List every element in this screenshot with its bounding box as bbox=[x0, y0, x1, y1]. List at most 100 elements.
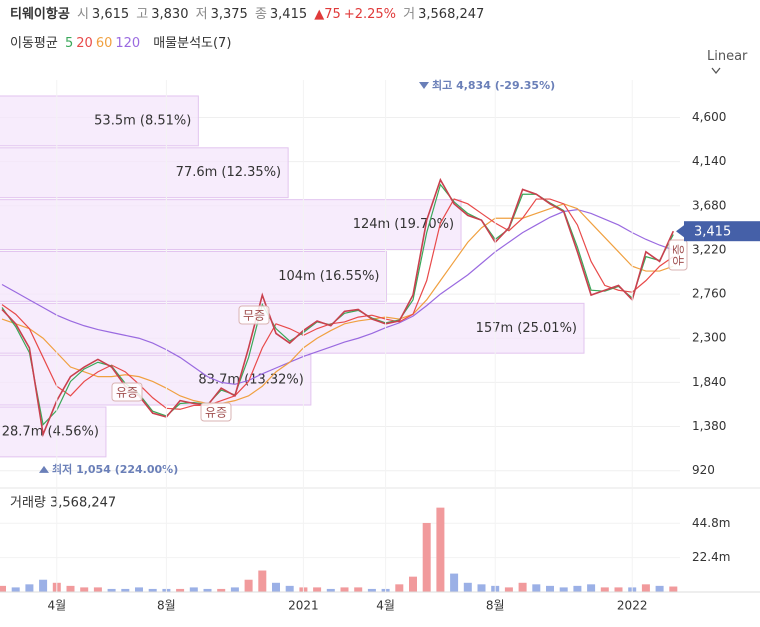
y-tick-label: 44.8m bbox=[692, 516, 730, 530]
y-tick-label: 3,680 bbox=[692, 198, 726, 212]
extreme-marker bbox=[419, 81, 429, 89]
event-box bbox=[668, 239, 688, 271]
volume-bar bbox=[614, 587, 623, 592]
volume-bar bbox=[436, 507, 445, 592]
event-label: 유증 bbox=[116, 386, 138, 400]
volume-bar bbox=[559, 587, 568, 592]
volume-bar bbox=[25, 584, 34, 592]
annotation: 최저 1,054 (224.00%) bbox=[52, 462, 178, 476]
profile-bar bbox=[0, 250, 388, 302]
annotation: 최고 4,834 (-29.35%) bbox=[432, 78, 555, 92]
profile-label: 83.7m (13.32%) bbox=[198, 373, 303, 388]
x-tick-label: 4월 bbox=[47, 599, 66, 613]
volume-bar bbox=[367, 588, 376, 592]
profile-label: 53.5m (8.51%) bbox=[94, 113, 191, 128]
x-tick-label: 8월 bbox=[486, 599, 505, 613]
value: 3,375 bbox=[210, 7, 248, 22]
profile-bar bbox=[0, 302, 585, 354]
y-tick-label: 1,840 bbox=[692, 375, 726, 389]
value: 3,568,247 bbox=[418, 7, 485, 22]
y-tick-label: 3,220 bbox=[692, 242, 726, 256]
dropdown-arrow bbox=[711, 67, 721, 75]
legend-entry: 60 bbox=[95, 36, 113, 51]
volume-bar bbox=[518, 582, 527, 592]
event-box bbox=[238, 305, 270, 325]
y-tick-label: 2,300 bbox=[692, 331, 726, 345]
volume-bar bbox=[244, 579, 253, 592]
profile-label: 매물분석도(7) bbox=[153, 36, 232, 51]
volume-bar bbox=[148, 588, 157, 592]
volume-bar bbox=[477, 584, 486, 592]
extreme-marker bbox=[39, 465, 49, 473]
event-label: 유증 bbox=[205, 406, 227, 420]
value: 3,615 bbox=[91, 7, 130, 22]
profile-bar bbox=[0, 354, 312, 406]
event-badge: 무증 bbox=[238, 305, 270, 325]
profile-label: 28.7m (4.56%) bbox=[2, 424, 99, 439]
y-tick-label: 4,140 bbox=[692, 154, 726, 168]
x-tick-label: 2021 bbox=[288, 599, 319, 613]
volume-bar bbox=[669, 586, 678, 592]
profile-label: 124m (19.70%) bbox=[353, 217, 454, 232]
moving-average-line bbox=[1, 203, 674, 405]
stock-name: 티웨이항공 bbox=[10, 7, 70, 22]
profile-label: 104m (16.55%) bbox=[278, 269, 379, 284]
volume-bar bbox=[354, 587, 363, 592]
volume-bar bbox=[39, 579, 48, 592]
profile-bar bbox=[0, 406, 107, 458]
price-tag-pointer bbox=[676, 225, 684, 238]
volume-bar bbox=[600, 587, 609, 592]
moving-average-line bbox=[1, 208, 674, 385]
scale-mode[interactable]: Linear bbox=[707, 49, 748, 64]
volume-bar bbox=[285, 585, 294, 592]
label: 저 bbox=[195, 7, 208, 22]
volume-bar bbox=[340, 587, 349, 592]
legend-entry: 20 bbox=[76, 36, 93, 51]
volume-bar bbox=[326, 588, 335, 592]
volume-bar bbox=[176, 588, 185, 592]
volume-bar bbox=[641, 584, 650, 592]
profile-bar bbox=[0, 147, 289, 199]
volume-bar bbox=[203, 588, 212, 592]
volume-bar bbox=[313, 587, 322, 592]
label: 종 bbox=[254, 7, 267, 22]
label: 시 bbox=[76, 7, 89, 22]
volume-bar bbox=[121, 588, 130, 592]
volume-bar bbox=[504, 587, 513, 592]
volume-bar bbox=[80, 587, 89, 592]
label: 거 bbox=[403, 7, 416, 22]
volume-bar bbox=[463, 582, 472, 592]
y-tick-label: 1,380 bbox=[692, 419, 726, 433]
volume-bar bbox=[546, 585, 554, 592]
legend: 이동평균 5 20 60 120 매물분석도(7) bbox=[10, 32, 234, 51]
event-box bbox=[111, 382, 143, 402]
volume-bar bbox=[11, 587, 20, 592]
volume-bar bbox=[573, 585, 582, 592]
value: 3,415 bbox=[269, 7, 308, 22]
volume-bar bbox=[0, 585, 6, 592]
legend-entry: 120 bbox=[115, 36, 141, 51]
profile-bar bbox=[0, 95, 199, 147]
price-tag-label: 3,415 bbox=[694, 225, 731, 240]
price-line bbox=[1, 177, 675, 438]
x-tick-label: 4월 bbox=[376, 599, 395, 613]
x-tick-label: 8월 bbox=[157, 599, 176, 613]
volume-bar bbox=[258, 570, 267, 592]
y-tick-label: 4,600 bbox=[692, 110, 726, 124]
scale-dropdown[interactable]: Linear bbox=[707, 49, 760, 79]
volume-bar bbox=[135, 587, 143, 592]
volume-bar bbox=[189, 587, 198, 592]
y-tick-label: 2,760 bbox=[692, 287, 726, 301]
profile-label: 157m (25.01%) bbox=[476, 321, 577, 336]
label: 고 bbox=[136, 7, 149, 22]
volume-title: 거래량 3,568,247 bbox=[10, 496, 116, 511]
volume-bar bbox=[93, 587, 102, 592]
volume-bar bbox=[532, 584, 541, 592]
volume-bar bbox=[217, 588, 226, 592]
change-pct: +2.25% bbox=[343, 7, 397, 22]
volume-bar bbox=[450, 573, 459, 592]
volume-bar bbox=[66, 585, 75, 592]
event-badge: 유증 bbox=[200, 402, 232, 422]
